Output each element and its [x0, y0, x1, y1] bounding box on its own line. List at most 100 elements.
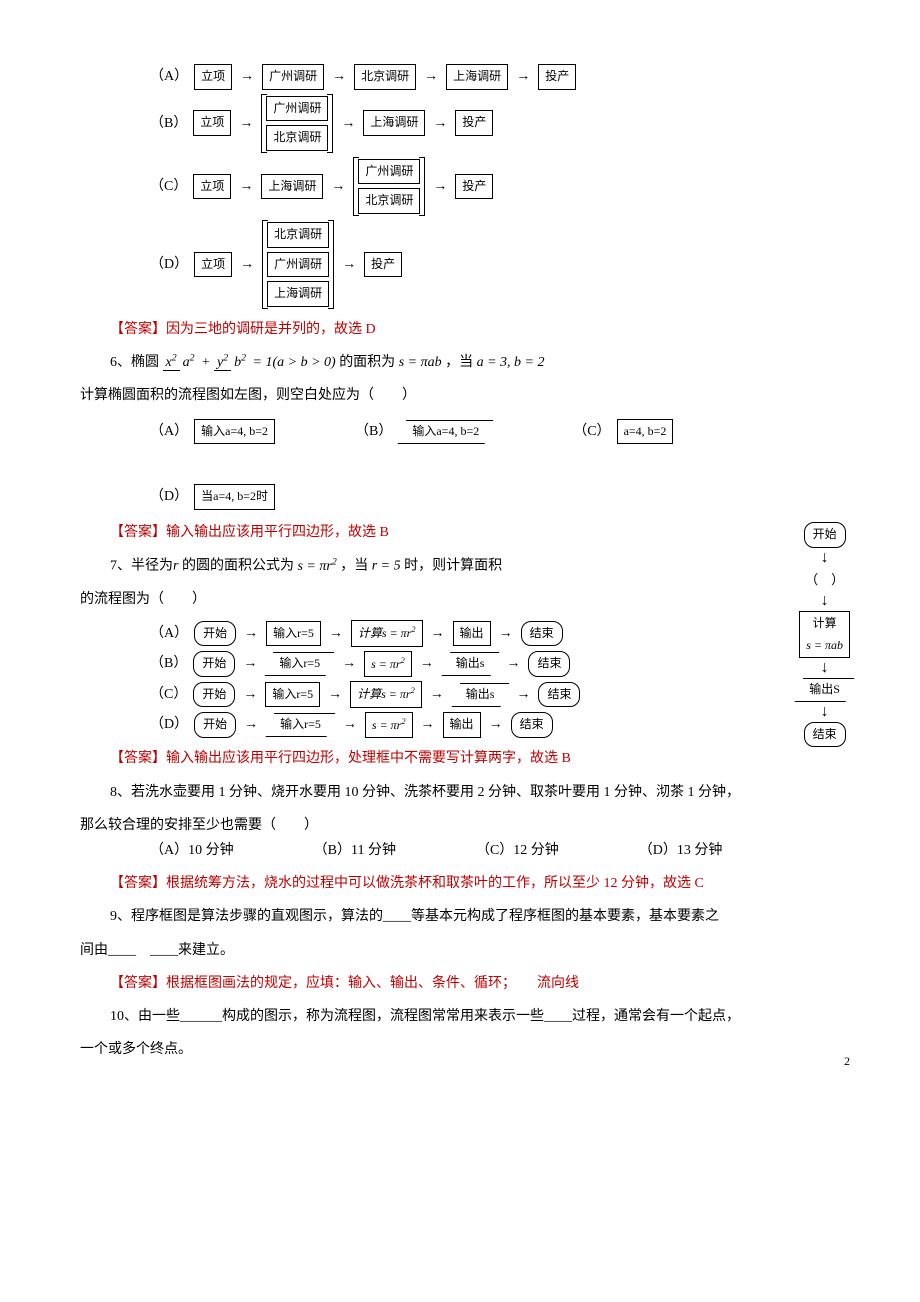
- s: s = πr2: [297, 559, 336, 574]
- flow-end: 结束: [511, 712, 553, 738]
- text: 计算: [813, 616, 837, 630]
- opt-label: （C）: [573, 419, 610, 444]
- out-para: 输出s: [456, 683, 505, 707]
- flow-end: 结束: [528, 651, 570, 677]
- q5-opt-d: （D） 立项→ 北京调研 广州调研 上海调研 → 投产: [150, 220, 860, 309]
- node-sh: 上海调研: [363, 110, 425, 136]
- in-box: 输入r=5: [265, 682, 320, 708]
- arrow-icon: →: [239, 111, 253, 136]
- arrow-icon: →: [489, 712, 503, 737]
- q8-answer: 【答案】根据统筹方法，烧水的过程中可以做洗茶杯和取茶叶的工作，所以至少 12 分…: [110, 871, 860, 896]
- text: ，当: [445, 355, 477, 370]
- text: s = πab: [806, 638, 843, 652]
- flow-start: 开始: [193, 682, 235, 708]
- node-sh: 上海调研: [267, 281, 329, 307]
- q7-opt-d: （D） 开始→ 输入r=5→ s = πr2→ 输出→ 结束: [150, 712, 860, 739]
- q7-answer: 【答案】输入输出应该用平行四边形，处理框中不需要写计算两字，故选 B: [110, 746, 860, 771]
- calc-box: s = πr2: [365, 712, 413, 739]
- arrow-icon: →: [421, 712, 435, 737]
- node-sh: 上海调研: [261, 174, 323, 200]
- arrow-icon: →: [343, 712, 357, 737]
- arrow-icon: →: [243, 651, 257, 676]
- text: 时，则计算面积: [401, 559, 503, 574]
- flow-start: 开始: [194, 712, 236, 738]
- right-flowchart: 开始 ↓ （ ） ↓ 计算 s = πab ↓ 输出S ↓ 结束: [799, 520, 850, 749]
- q6-opt-d: （D） 当a=4, b=2时: [150, 484, 275, 510]
- text: s = πr: [371, 657, 400, 671]
- flow-output: 输出S: [799, 678, 850, 702]
- q6-line2: 计算椭圆面积的流程图如左图，则空白处应为（ ）: [80, 383, 860, 408]
- text: 7、半径为: [110, 559, 173, 574]
- node-lx: 立项: [193, 110, 231, 136]
- q9-stem-l2: 间由____ ____来建立。: [80, 938, 860, 963]
- q9-stem-l1: 9、程序框图是算法步骤的直观图示，算法的____等基本元构成了程序框图的基本要素…: [110, 904, 860, 929]
- node-bj: 北京调研: [358, 188, 420, 214]
- arrow-icon: →: [499, 621, 513, 646]
- q8-choices: （A）10 分钟 （B）11 分钟 （C）12 分钟 （D）13 分钟: [150, 838, 860, 863]
- q5-answer: 【答案】因为三地的调研是并列的，故选 D: [110, 317, 860, 342]
- q8-stem: 8、若洗水壶要用 1 分钟、烧开水要用 10 分钟、洗茶杯要用 2 分钟、取茶叶…: [110, 780, 860, 805]
- text: s = πr: [297, 559, 331, 574]
- exp: 2: [401, 717, 405, 726]
- text: ，当: [337, 559, 372, 574]
- arrow-icon: →: [430, 682, 444, 707]
- opt-label: （A）: [150, 419, 188, 444]
- arrow-icon: →: [342, 651, 356, 676]
- arrow-icon: →: [328, 682, 342, 707]
- opt-para: 输入a=4, b=2: [402, 420, 489, 444]
- opt-label: （A）: [150, 64, 188, 89]
- flow-start: 开始: [804, 522, 846, 548]
- opt-label: （D）: [150, 484, 188, 509]
- arrow-icon: →: [244, 712, 258, 737]
- arrow-down-icon: ↓: [821, 550, 829, 566]
- opt-box: 当a=4, b=2时: [194, 484, 275, 510]
- choice-a: （A）10 分钟: [150, 838, 234, 863]
- text: 输出s: [466, 687, 495, 701]
- out-para: 输出s: [446, 652, 495, 676]
- flow-start: 开始: [194, 621, 236, 647]
- opt-label: （B）: [355, 419, 392, 444]
- node-tc: 投产: [455, 174, 493, 200]
- node-bj: 北京调研: [266, 125, 328, 151]
- node-gz: 广州调研: [262, 64, 324, 90]
- q10-stem-l1: 10、由一些______构成的图示，称为流程图，流程图常常用来表示一些____过…: [110, 1004, 860, 1029]
- q7-opt-b: （B） 开始→ 输入r=5→ s = πr2→ 输出s→ 结束: [150, 651, 860, 678]
- arrow-icon: →: [244, 621, 258, 646]
- parallel-group: 北京调研 广州调研 上海调研: [262, 220, 334, 309]
- opt-box: 输入a=4, b=2: [194, 419, 275, 445]
- arrow-icon: →: [329, 621, 343, 646]
- choice-b: （B）11 分钟: [314, 838, 396, 863]
- node-tc: 投产: [364, 252, 402, 278]
- node-gz: 广州调研: [358, 159, 420, 185]
- node-gz: 广州调研: [266, 96, 328, 122]
- arrow-icon: →: [420, 651, 434, 676]
- ellipse-eq: x2a2 + y2b2 = 1(a > b > 0): [163, 350, 336, 375]
- exp: 2: [401, 656, 405, 665]
- q5-opt-b: （B） 立项→ 广州调研 北京调研 → 上海调研→ 投产: [150, 94, 860, 153]
- exp: 2: [411, 625, 415, 634]
- q8-stem2: 那么较合理的安排至少也需要（ ）: [80, 813, 860, 838]
- flow-blank: （ ）: [805, 568, 844, 591]
- arrow-icon: →: [240, 252, 254, 277]
- text: 6、椭圆: [110, 355, 163, 370]
- in-box: 输入r=5: [266, 621, 321, 647]
- node-lx: 立项: [193, 174, 231, 200]
- node-gz: 广州调研: [267, 252, 329, 278]
- text: 计算s = πr: [357, 687, 410, 701]
- q9-answer: 【答案】根据框图画法的规定，应填：输入、输出、条件、循环； 流向线: [110, 971, 860, 996]
- q7-opt-a: （A） 开始→ 输入r=5→ 计算s = πr2→ 输出→ 结束: [150, 620, 860, 647]
- calc-box: s = πr2: [364, 651, 412, 678]
- choice-c: （C）12 分钟: [476, 838, 559, 863]
- q6-options: （A） 输入a=4, b=2 （B） 输入a=4, b=2 （C） a=4, b…: [150, 419, 860, 510]
- flow-calc: 计算 s = πab: [799, 611, 850, 658]
- text: s = πr: [372, 718, 401, 732]
- q7-options: （A） 开始→ 输入r=5→ 计算s = πr2→ 输出→ 结束 （B） 开始→…: [150, 620, 860, 738]
- opt-label: （B）: [150, 651, 187, 676]
- q6-opt-c: （C） a=4, b=2: [573, 419, 673, 445]
- calc-box: 计算s = πr2: [350, 681, 422, 708]
- in-para: 输入r=5: [270, 713, 331, 737]
- arrow-icon: →: [331, 174, 345, 199]
- arrow-icon: →: [433, 111, 447, 136]
- arrow-icon: →: [431, 621, 445, 646]
- opt-label: （A）: [150, 621, 188, 646]
